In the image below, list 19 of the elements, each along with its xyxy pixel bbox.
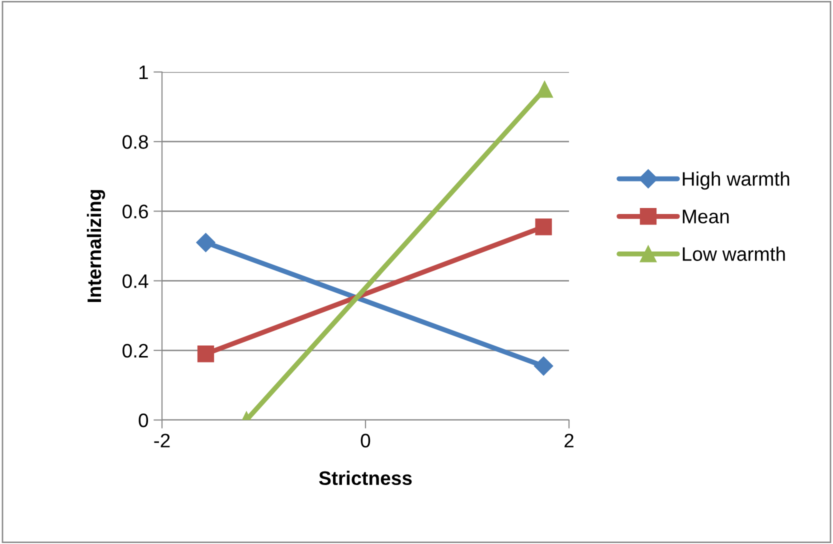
y-tick-label: 0.2 — [122, 344, 148, 358]
point — [196, 232, 216, 252]
x-tick-label: 2 — [564, 434, 574, 448]
x-tick-label: -2 — [154, 434, 170, 448]
legend-label: High warmth — [682, 172, 790, 190]
y-axis-title: Internalizing — [86, 190, 106, 302]
point — [535, 218, 552, 236]
x-axis-title: Strictness — [319, 470, 412, 486]
y-tick-label: 0 — [138, 413, 148, 428]
y-tick-label: 0.4 — [122, 274, 148, 288]
legend-label: Low warmth — [682, 246, 785, 261]
point — [534, 356, 554, 376]
x-tick-label: 0 — [360, 434, 370, 448]
legend-label: Mean — [682, 210, 729, 224]
point — [197, 346, 214, 362]
y-tick-label: 1 — [139, 66, 148, 80]
y-tick-label: 0.8 — [122, 135, 148, 149]
point — [536, 81, 553, 98]
y-tick-label: 0.6 — [122, 204, 148, 218]
